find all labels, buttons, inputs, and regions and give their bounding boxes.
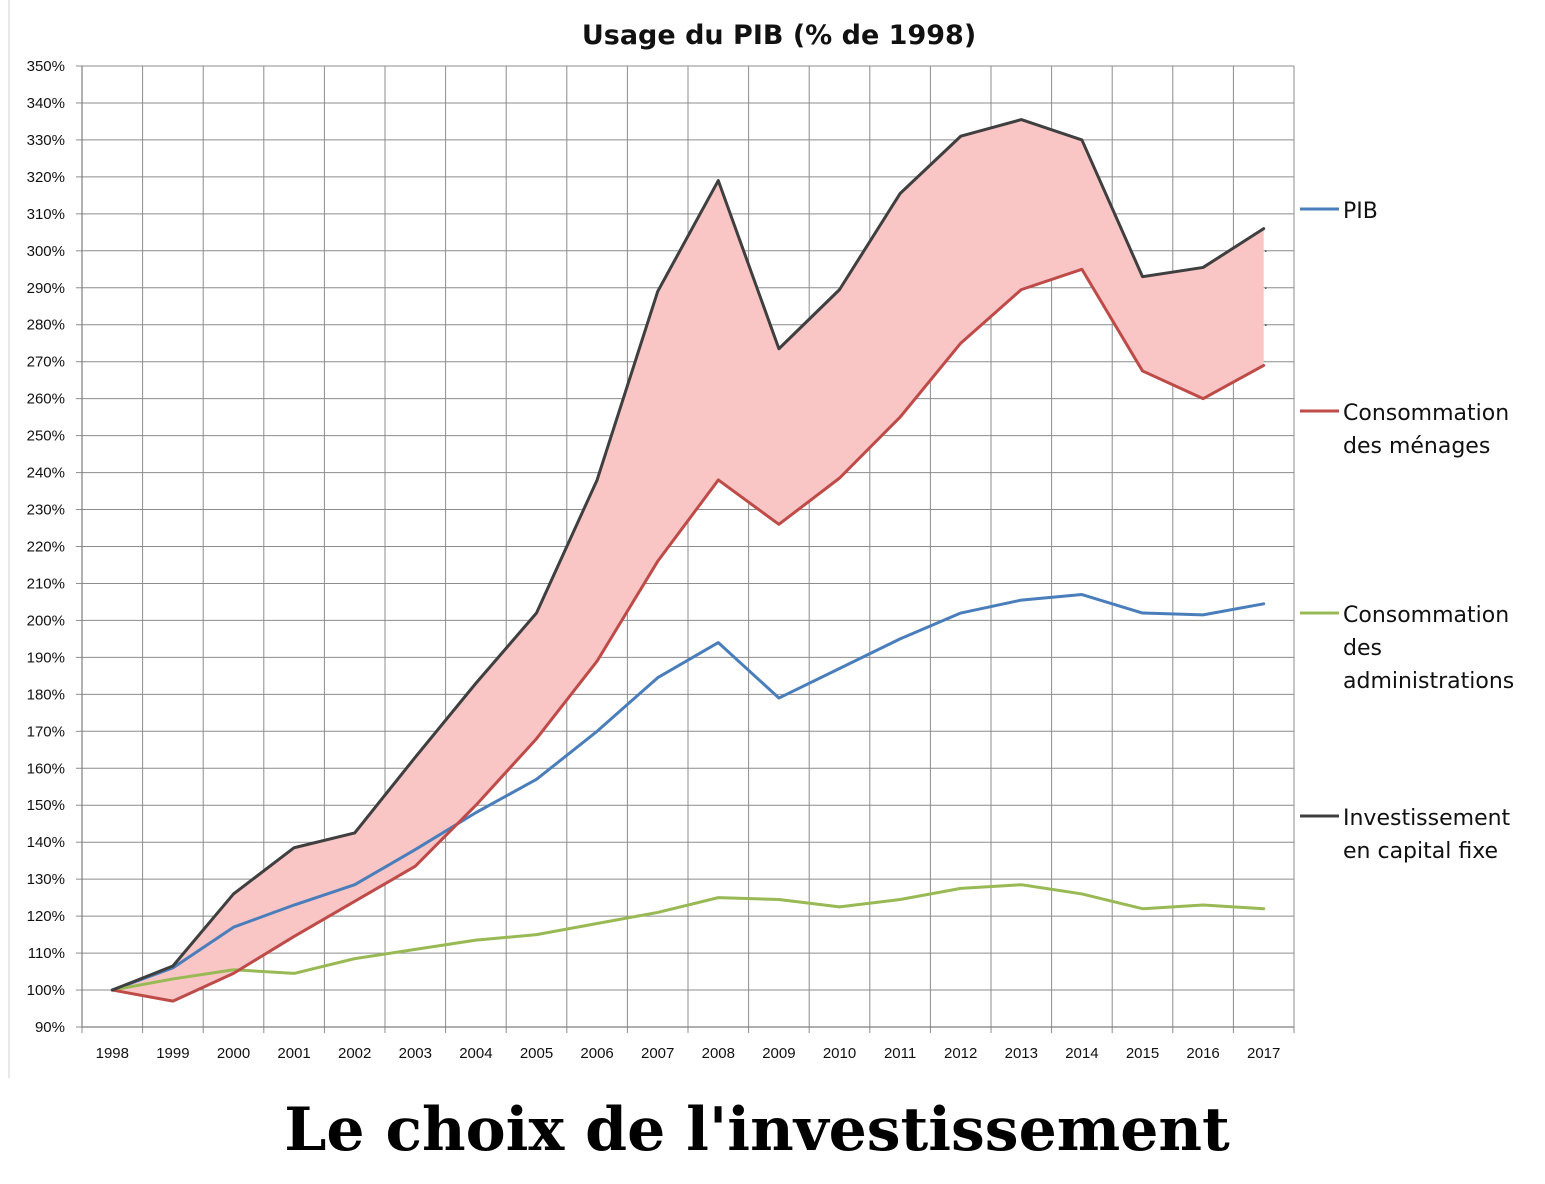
x-tick-label: 2002: [338, 1045, 371, 1062]
y-tick-label: 130%: [27, 871, 65, 888]
series-line: [110, 267, 1266, 1003]
legend: PIB Consommation des ménages Consommation de…: [1300, 199, 1514, 864]
y-tick-label: 240%: [27, 465, 65, 482]
series-line: [110, 883, 1266, 992]
y-tick-label: 150%: [27, 797, 65, 814]
chart-title: Usage du PIB (% de 1998): [582, 20, 976, 51]
x-tick-label: 1999: [156, 1045, 189, 1062]
x-tick-label: 2008: [702, 1045, 735, 1062]
x-tick-label: 2003: [399, 1045, 432, 1062]
x-tick-label: 2009: [762, 1045, 795, 1062]
y-tick-label: 180%: [27, 686, 65, 703]
x-tick-label: 2006: [580, 1045, 613, 1062]
y-tick-label: 320%: [27, 169, 65, 186]
x-tick-label: 2004: [459, 1045, 492, 1062]
x-tick-label: 2001: [277, 1045, 310, 1062]
x-tick-label: 2013: [1005, 1045, 1038, 1062]
x-tick-label: 2011: [884, 1045, 916, 1062]
y-tick-label: 230%: [27, 502, 65, 519]
series-line: [110, 593, 1266, 992]
y-tick-label: 200%: [27, 612, 65, 629]
x-tick-label: 1998: [96, 1045, 129, 1062]
y-tick-label: 110%: [28, 945, 65, 962]
shaded-band: [112, 119, 1267, 1002]
y-tick-label: 250%: [27, 428, 65, 445]
x-tick-label: 2016: [1186, 1045, 1219, 1062]
x-tick-label: 2007: [641, 1045, 674, 1062]
band-area: [112, 119, 1264, 1002]
x-tick-label: 2014: [1065, 1045, 1098, 1062]
legend-label: administrations: [1343, 669, 1514, 694]
legend-label: Consommation: [1343, 603, 1509, 628]
y-tick-label: 270%: [27, 354, 65, 371]
x-tick-label: 2015: [1126, 1045, 1159, 1062]
y-tick-label: 290%: [27, 280, 65, 297]
y-tick-label: 160%: [27, 760, 65, 777]
y-tick-label: 260%: [27, 391, 65, 408]
y-tick-label: 350%: [27, 58, 65, 75]
x-tick-label: 2017: [1247, 1045, 1280, 1062]
legend-label: Investissement: [1343, 806, 1511, 831]
y-tick-label: 280%: [27, 317, 65, 334]
y-tick-label: 300%: [27, 243, 65, 260]
y-tick-label: 220%: [27, 539, 65, 556]
y-tick-label: 170%: [27, 723, 65, 740]
y-tick-label: 340%: [27, 95, 65, 112]
legend-label: des ménages: [1343, 434, 1490, 459]
y-tick-label: 100%: [27, 982, 65, 999]
series-lines: [110, 118, 1266, 1003]
series-line: [110, 118, 1266, 992]
x-tick-label: 2012: [944, 1045, 977, 1062]
y-tick-label: 90%: [35, 1019, 65, 1036]
y-tick-label: 310%: [27, 206, 65, 223]
y-tick-label: 330%: [27, 132, 65, 149]
y-tick-label: 140%: [27, 834, 65, 851]
x-tick-label: 2005: [520, 1045, 553, 1062]
x-tick-label: 2010: [823, 1045, 856, 1062]
y-tick-label: 210%: [27, 575, 65, 592]
image-caption: Le choix de l'investissement: [284, 1095, 1230, 1165]
legend-label: en capital fixe: [1343, 839, 1498, 864]
y-tick-label: 120%: [27, 908, 65, 925]
y-tick-label: 190%: [27, 649, 65, 666]
legend-label: Consommation: [1343, 401, 1509, 426]
axes: 90% 100% 110% 120% 130% 140% 150% 160% 170% 180% 1…: [27, 58, 1295, 1062]
x-tick-label: 2000: [217, 1045, 250, 1062]
legend-label: PIB: [1343, 199, 1378, 224]
legend-label: des: [1343, 636, 1382, 661]
